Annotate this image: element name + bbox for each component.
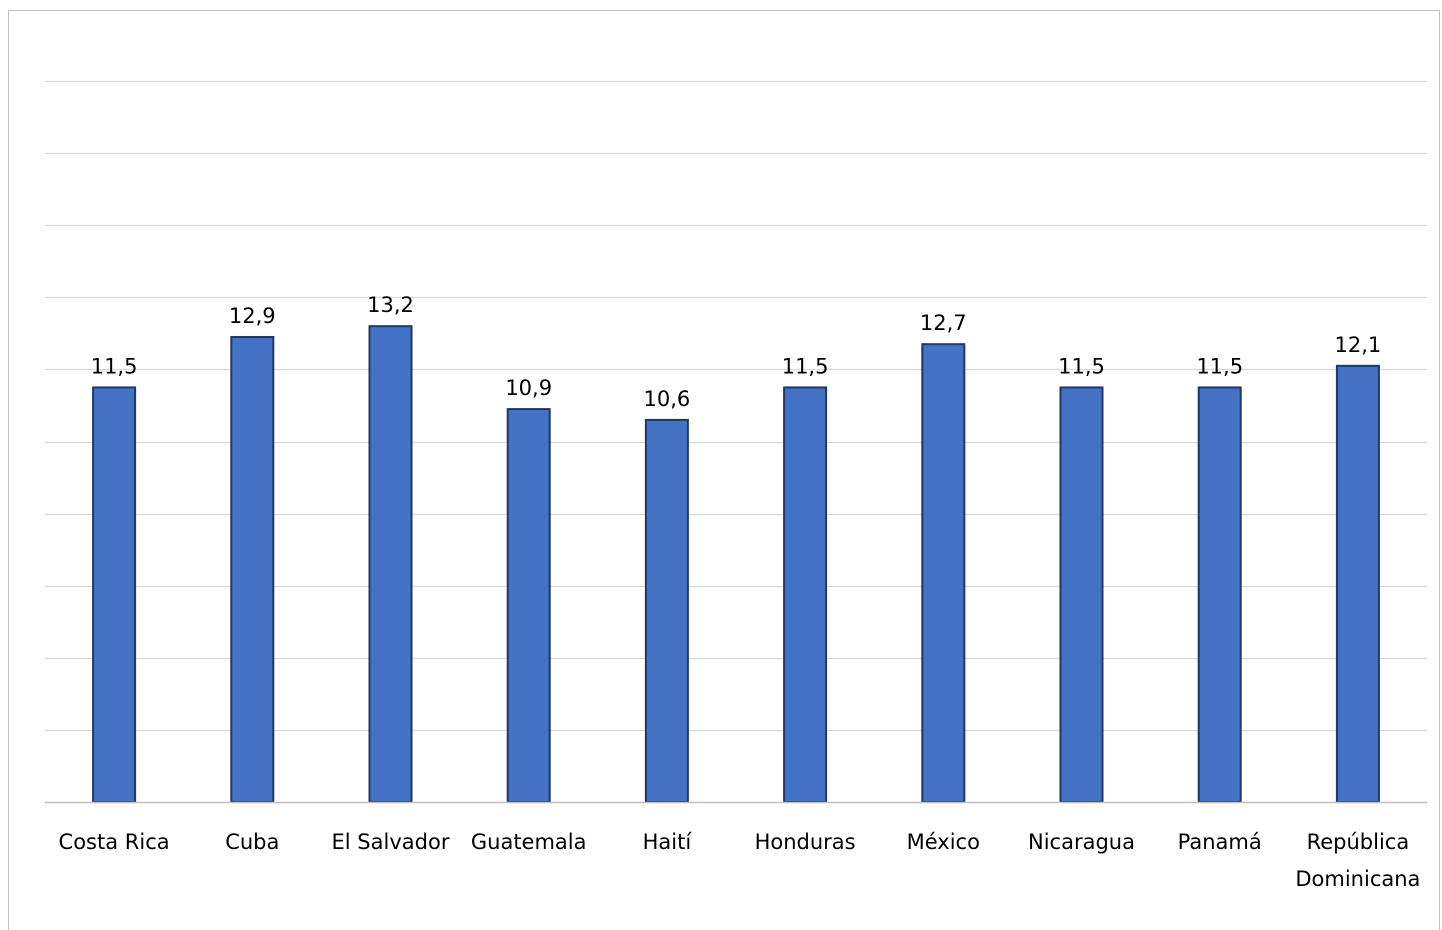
bar-honduras: [783, 386, 828, 803]
category-label: Honduras: [755, 830, 856, 854]
category-label: Nicaragua: [1028, 830, 1135, 854]
data-label: 11,5: [91, 354, 138, 378]
gridlines: [45, 80, 1427, 732]
bar-cuba: [230, 335, 275, 803]
bars: [92, 325, 1380, 803]
bar-chart: 11,5 12,9 13,2 10,9 10,6 11,5 12,7 11,5 11,5 12,1…: [45, 80, 1427, 891]
data-label: 12,7: [920, 311, 967, 335]
category-label: El Salvador: [332, 830, 450, 854]
bar-costa-rica: [92, 386, 137, 803]
bar-méxico: [921, 343, 966, 803]
bar-el-salvador: [368, 325, 413, 803]
category-label: Panamá: [1178, 830, 1262, 854]
data-label: 12,1: [1335, 333, 1382, 357]
bar-república-dominicana: [1335, 364, 1380, 803]
category-labels: Costa Rica Cuba El Salvador Guatemala Haití H…: [59, 830, 1421, 891]
category-label: México: [907, 830, 980, 854]
data-label: 11,5: [1196, 354, 1243, 378]
category-label: Costa Rica: [59, 830, 170, 854]
chart-frame: [8, 10, 1440, 930]
data-label: 13,2: [367, 293, 414, 317]
bar-nicaragua: [1059, 386, 1104, 803]
data-label: 10,9: [505, 376, 552, 400]
bar-haití: [644, 418, 689, 803]
category-label: Cuba: [225, 830, 279, 854]
data-label: 10,6: [644, 387, 691, 411]
data-label: 11,5: [1058, 354, 1105, 378]
bar-panamá: [1197, 386, 1242, 803]
category-label: Haití: [643, 830, 693, 854]
category-label: Guatemala: [471, 830, 587, 854]
data-labels: 11,5 12,9 13,2 10,9 10,6 11,5 12,7 11,5 11,5 12,1: [91, 293, 1382, 411]
data-label: 11,5: [782, 354, 829, 378]
bar-guatemala: [506, 408, 551, 803]
data-label: 12,9: [229, 304, 276, 328]
category-label: República Dominicana: [1295, 830, 1420, 891]
